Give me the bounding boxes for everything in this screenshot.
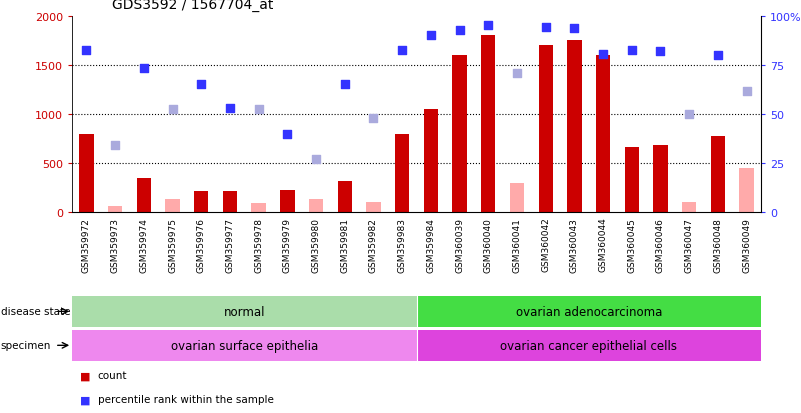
Text: GSM359972: GSM359972 [82, 217, 91, 272]
Text: GSM359983: GSM359983 [397, 217, 407, 272]
Text: ovarian cancer epithelial cells: ovarian cancer epithelial cells [501, 339, 677, 352]
Bar [417, 296, 761, 327]
Text: GSM360043: GSM360043 [570, 217, 579, 272]
Point [568, 26, 581, 33]
Text: normal: normal [223, 305, 265, 318]
Bar [538, 46, 553, 213]
Bar [79, 134, 94, 213]
Point [510, 70, 523, 77]
Text: GSM360047: GSM360047 [685, 217, 694, 272]
Point [310, 157, 323, 163]
Bar [72, 330, 417, 361]
Bar [337, 181, 352, 213]
Text: GSM360046: GSM360046 [656, 217, 665, 272]
Text: GSM359979: GSM359979 [283, 217, 292, 272]
Text: GSM359984: GSM359984 [426, 217, 436, 272]
Bar [509, 183, 524, 213]
Bar [309, 200, 324, 213]
Bar [280, 190, 295, 213]
Point [654, 49, 667, 55]
Point [711, 52, 724, 59]
Bar [567, 41, 582, 213]
Text: GDS3592 / 1567704_at: GDS3592 / 1567704_at [112, 0, 273, 12]
Text: GSM360042: GSM360042 [541, 217, 550, 272]
Bar [72, 296, 417, 327]
Point [482, 23, 495, 30]
Point [223, 105, 236, 112]
Point [453, 28, 466, 35]
Point [252, 107, 265, 113]
Bar [194, 191, 208, 213]
Bar [739, 169, 754, 213]
Text: specimen: specimen [1, 340, 51, 351]
Point [195, 82, 207, 88]
Text: GSM359982: GSM359982 [369, 217, 378, 272]
Bar [682, 203, 696, 213]
Text: GSM359978: GSM359978 [254, 217, 264, 272]
Text: GSM360039: GSM360039 [455, 217, 464, 272]
Bar [453, 56, 467, 213]
Point [109, 143, 122, 150]
Point [367, 115, 380, 122]
Text: GSM360041: GSM360041 [513, 217, 521, 272]
Point [425, 33, 437, 39]
Bar [625, 148, 639, 213]
Point [740, 89, 753, 95]
Bar [252, 204, 266, 213]
Point [626, 47, 638, 54]
Bar [417, 330, 761, 361]
Text: GSM359976: GSM359976 [197, 217, 206, 272]
Point [338, 82, 351, 88]
Text: GSM360040: GSM360040 [484, 217, 493, 272]
Point [682, 111, 695, 118]
Point [138, 65, 151, 72]
Point [281, 131, 294, 138]
Point [166, 107, 179, 113]
Bar [108, 207, 123, 213]
Bar [596, 56, 610, 213]
Bar [710, 137, 725, 213]
Text: count: count [98, 370, 127, 380]
Point [539, 25, 552, 32]
Bar [223, 191, 237, 213]
Point [597, 52, 610, 58]
Text: GSM359973: GSM359973 [111, 217, 119, 272]
Text: GSM359980: GSM359980 [312, 217, 320, 272]
Text: GSM360048: GSM360048 [714, 217, 723, 272]
Bar [395, 134, 409, 213]
Text: ovarian adenocarcinoma: ovarian adenocarcinoma [516, 305, 662, 318]
Text: GSM360045: GSM360045 [627, 217, 636, 272]
Bar [424, 110, 438, 213]
Bar [137, 178, 151, 213]
Bar [481, 36, 496, 213]
Text: disease state: disease state [1, 306, 70, 317]
Text: ovarian surface epithelia: ovarian surface epithelia [171, 339, 318, 352]
Text: ■: ■ [80, 370, 91, 380]
Bar [654, 146, 668, 213]
Point [396, 47, 409, 54]
Text: GSM359981: GSM359981 [340, 217, 349, 272]
Text: GSM359974: GSM359974 [139, 217, 148, 272]
Bar [165, 200, 179, 213]
Text: ■: ■ [80, 394, 91, 404]
Text: GSM359977: GSM359977 [225, 217, 235, 272]
Text: GSM360044: GSM360044 [598, 217, 608, 272]
Text: percentile rank within the sample: percentile rank within the sample [98, 394, 274, 404]
Bar [366, 203, 380, 213]
Point [80, 47, 93, 54]
Text: GSM359975: GSM359975 [168, 217, 177, 272]
Text: GSM360049: GSM360049 [742, 217, 751, 272]
